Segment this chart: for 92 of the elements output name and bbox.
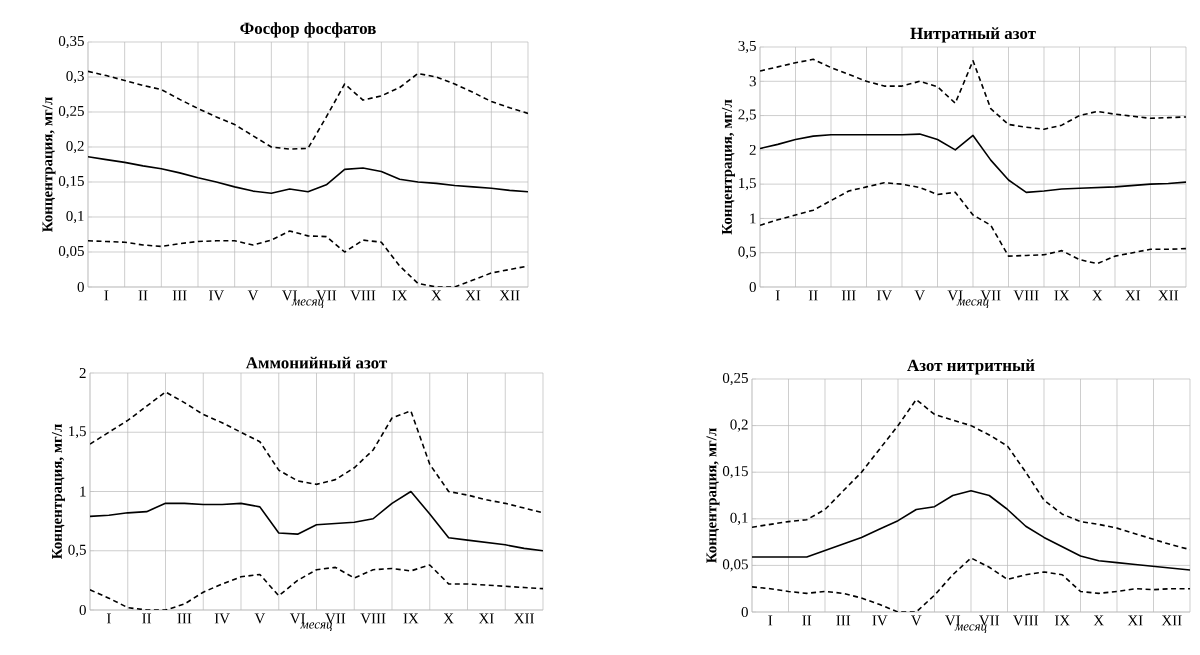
x-tick-label: II <box>808 290 818 301</box>
x-tick-label: VII <box>979 615 1000 626</box>
x-tick-label: I <box>768 615 773 626</box>
y-tick-label: 1,5 <box>739 178 756 191</box>
x-tick-label: II <box>142 613 152 624</box>
x-tick-label: VIII <box>350 290 376 301</box>
x-tick-label: V <box>911 615 922 626</box>
x-tick-label: IV <box>209 290 225 301</box>
y-tick-label: 2,5 <box>738 109 756 122</box>
x-axis-title: месяц <box>300 622 333 632</box>
x-axis-title: месяц <box>954 624 987 634</box>
y-tick-label: 0,2 <box>66 140 84 154</box>
x-axis-title: месяц <box>956 299 989 309</box>
x-tick-label: XI <box>465 290 481 301</box>
y-tick-label: 2 <box>749 144 756 155</box>
x-tick-label: IX <box>403 613 419 624</box>
x-tick-label: IX <box>1054 290 1070 301</box>
x-tick-label: II <box>802 615 812 626</box>
x-tick-label: VI <box>289 613 305 624</box>
x-tick-label: X <box>431 290 442 301</box>
y-tick-label: 0,1 <box>730 512 748 525</box>
y-tick-label: 3 <box>749 76 756 87</box>
y-tick-label: 0,1 <box>66 210 84 224</box>
y-tick-label: 0,5 <box>68 544 86 557</box>
x-tick-label: IX <box>392 290 408 301</box>
x-tick-label: VII <box>325 613 346 624</box>
y-tick-label: 1 <box>80 486 86 497</box>
y-axis-title: Концентрация, мг/л <box>51 424 65 560</box>
y-tick-label: 0 <box>77 281 84 293</box>
y-tick-label: 0,35 <box>58 35 84 49</box>
x-tick-label: XI <box>478 613 494 624</box>
y-tick-label: 1,5 <box>69 426 86 439</box>
x-tick-label: X <box>1092 290 1103 301</box>
x-tick-label: X <box>443 613 454 624</box>
y-tick-label: 0,2 <box>730 419 748 432</box>
x-tick-label: III <box>177 613 192 624</box>
x-tick-label: IV <box>214 613 230 624</box>
x-tick-label: V <box>914 290 925 301</box>
y-tick-label: 0,05 <box>722 559 748 572</box>
x-tick-label: I <box>775 290 780 301</box>
x-tick-label: III <box>841 290 856 301</box>
x-tick-label: IV <box>872 615 888 626</box>
x-tick-label: VIII <box>1013 615 1039 626</box>
y-tick-label: 2 <box>79 368 86 378</box>
x-tick-label: XI <box>1125 290 1141 301</box>
chart-title: Нитратный азот <box>910 27 1036 43</box>
x-tick-label: IV <box>876 290 892 301</box>
y-tick-label: 0,15 <box>58 175 84 189</box>
x-tick-label: VI <box>945 615 961 626</box>
x-tick-label: XII <box>1161 615 1182 626</box>
x-tick-label: II <box>138 290 148 301</box>
chart-title: Аммонийный азот <box>245 356 388 369</box>
x-tick-label: VIII <box>360 613 386 624</box>
x-tick-label: X <box>1093 615 1104 626</box>
x-tick-label: VII <box>980 290 1001 301</box>
y-tick-label: 0 <box>79 604 86 616</box>
y-axis-title: Концентрация, мг/л <box>721 99 735 235</box>
y-axis-title: Концентрация, мг/л <box>42 97 56 233</box>
line-series <box>760 181 1187 265</box>
x-tick-label: XII <box>514 613 534 624</box>
y-tick-label: 0,15 <box>722 466 748 479</box>
line-series <box>90 391 543 514</box>
x-tick-label: I <box>104 290 109 301</box>
x-axis-title: месяц <box>291 299 324 309</box>
y-tick-label: 0,05 <box>58 245 84 259</box>
y-tick-label: 0,25 <box>722 372 748 386</box>
chart-title: Азот нитритный <box>907 359 1035 375</box>
x-tick-label: III <box>836 615 851 626</box>
x-tick-label: XI <box>1127 615 1143 626</box>
x-tick-label: XII <box>1158 290 1179 301</box>
y-axis-title: Концентрация, мг/л <box>706 428 720 564</box>
x-tick-label: I <box>106 613 111 624</box>
y-tick-label: 0,3 <box>66 70 84 84</box>
x-tick-label: V <box>254 613 266 624</box>
x-tick-label: VII <box>316 290 337 301</box>
y-tick-label: 0 <box>741 606 748 618</box>
line-series <box>88 70 528 150</box>
chart-title: Фосфор фосфатов <box>240 22 376 38</box>
line-series <box>760 58 1187 131</box>
x-tick-label: XII <box>499 290 520 301</box>
x-tick-label: III <box>172 290 187 301</box>
x-tick-label: VIII <box>1013 290 1039 301</box>
x-tick-label: V <box>247 290 259 301</box>
line-series <box>88 155 528 194</box>
y-tick-label: 0,5 <box>738 246 756 259</box>
x-tick-label: VI <box>947 290 963 301</box>
y-tick-label: 0 <box>749 281 756 293</box>
y-tick-label: 1 <box>750 213 756 224</box>
x-tick-label: VI <box>281 290 298 301</box>
x-tick-label: IX <box>1054 615 1070 626</box>
y-tick-label: 0,25 <box>58 105 84 119</box>
y-tick-label: 3,5 <box>738 40 756 54</box>
